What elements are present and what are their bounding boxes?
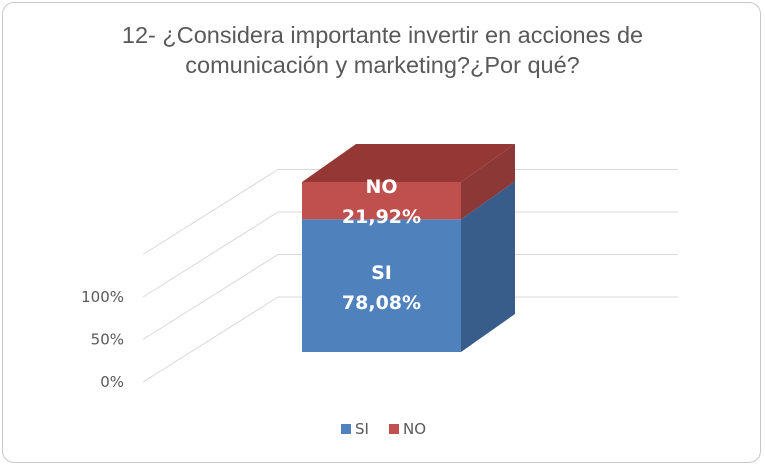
data-label-value-si: 78,08%: [342, 292, 421, 314]
bar-segment-no: [302, 182, 461, 220]
legend-swatch-no: [389, 424, 399, 434]
gridline-diagonal: [142, 254, 279, 340]
y-tick-label: 0%: [100, 373, 124, 391]
data-label-name-si: SI: [371, 262, 392, 284]
chart-title-line-1: 12- ¿Considera importante invertir en ac…: [121, 22, 644, 48]
legend-label-si: SI: [355, 420, 369, 438]
gridline-diagonal: [142, 169, 279, 255]
gridline-diagonal: [142, 211, 279, 298]
bar-side-si: [461, 181, 515, 352]
y-tick-label: 50%: [91, 331, 124, 349]
legend-swatch-si: [341, 424, 351, 434]
bar-top-face: [302, 144, 515, 182]
bar-side-no: [461, 144, 515, 220]
bars: [302, 144, 515, 352]
y-axis-ticks: 0% 50% 100%: [81, 288, 124, 391]
legend-label-no: NO: [403, 420, 426, 438]
legend: SI NO: [341, 420, 426, 438]
data-label-value-no: 21,92%: [342, 206, 421, 228]
data-labels: SI 78,08% NO 21,92%: [342, 176, 421, 314]
gridline-diagonal: [142, 296, 279, 383]
bar-segment-si: [302, 219, 461, 352]
chart-title: 12- ¿Considera importante invertir en ac…: [0, 20, 765, 80]
chart-title-line-2: comunicación y marketing?¿Por qué?: [185, 52, 580, 78]
data-label-name-no: NO: [365, 176, 397, 198]
y-tick-label: 100%: [81, 288, 124, 306]
